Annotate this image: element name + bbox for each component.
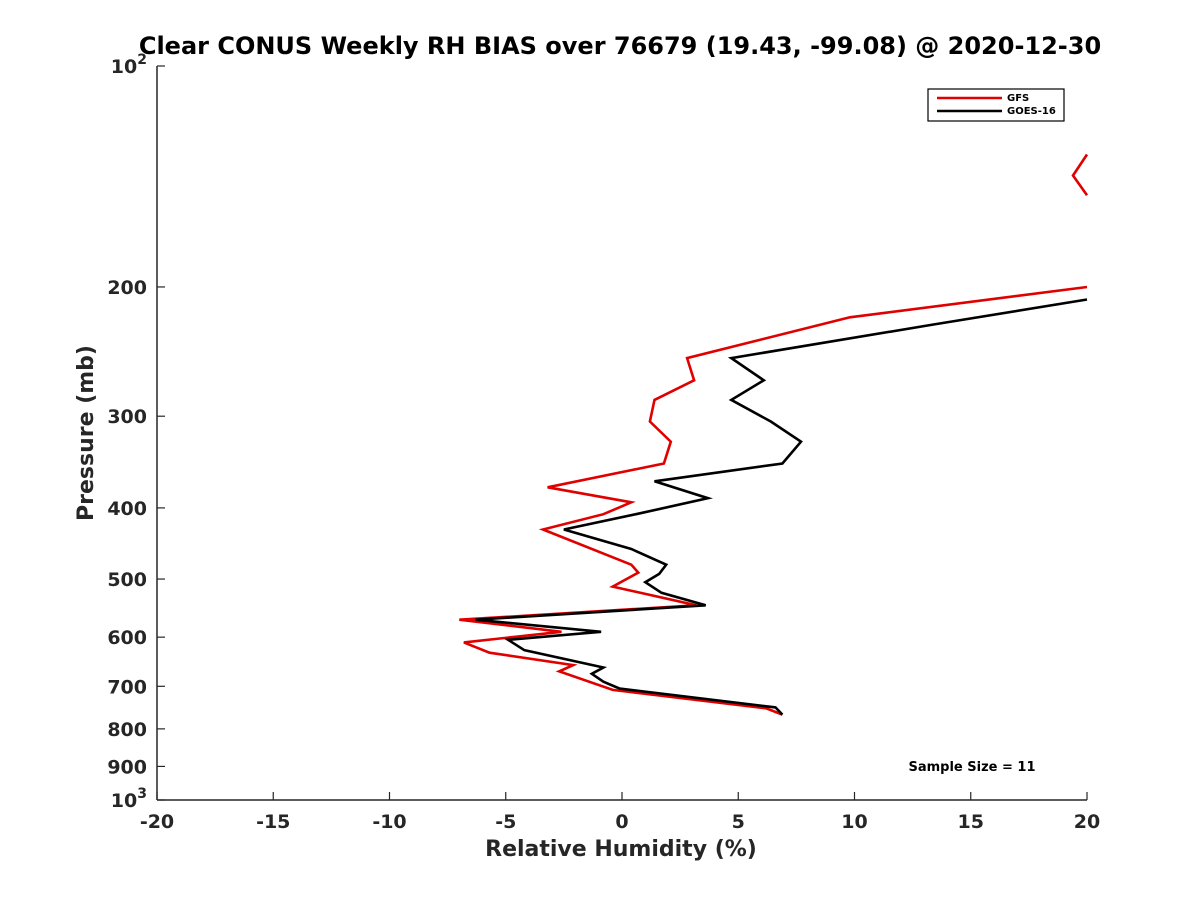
y-tick-label: 400	[107, 498, 147, 520]
series-group	[459, 153, 1089, 716]
x-tick-label: -20	[140, 811, 174, 833]
x-tick-label: -5	[495, 811, 516, 833]
x-tick-label: 5	[732, 811, 745, 833]
y-tick-label: 500	[107, 569, 147, 591]
y-ticks: 102 200 300 400 500 600 700 800 900 103	[107, 52, 165, 812]
sample-size-annotation: Sample Size = 11	[908, 760, 1035, 775]
x-tick-label: 20	[1074, 811, 1100, 833]
y-tick-label: 200	[107, 277, 147, 299]
y-tick-label: 900	[107, 756, 147, 778]
legend: GFS GOES-16	[927, 88, 1065, 122]
series-line	[459, 285, 1088, 716]
x-tick-label: -15	[256, 811, 290, 833]
y-tick-label: 700	[107, 676, 147, 698]
x-ticks: -20 -15 -10 -5 0 5 10 15 20	[140, 792, 1100, 833]
y-tick-label: 600	[107, 627, 147, 649]
chart-title: Clear CONUS Weekly RH BIAS over 76679 (1…	[139, 32, 1101, 60]
y-tick-label: 102	[111, 52, 147, 78]
y-tick-label: 300	[107, 406, 147, 428]
x-tick-label: -10	[372, 811, 406, 833]
series-line	[1071, 153, 1089, 197]
x-tick-label: 0	[615, 811, 628, 833]
plot-area: -20 -15 -10 -5 0 5 10 15 20 102 200 300 400 500 600 70…	[107, 52, 1100, 833]
x-axis-label: Relative Humidity (%)	[485, 837, 757, 862]
x-tick-label: 15	[958, 811, 984, 833]
x-tick-label: 10	[841, 811, 867, 833]
series-goes-16	[475, 298, 1088, 716]
y-tick-label: 800	[107, 719, 147, 741]
series-gfs	[459, 153, 1089, 716]
y-axis-label: Pressure (mb)	[74, 345, 99, 521]
legend-label-goes16: GOES-16	[1007, 106, 1056, 117]
y-tick-label: 103	[111, 786, 147, 812]
legend-label-gfs: GFS	[1007, 93, 1029, 104]
legend-box	[927, 88, 1065, 122]
series-line	[475, 298, 1088, 716]
